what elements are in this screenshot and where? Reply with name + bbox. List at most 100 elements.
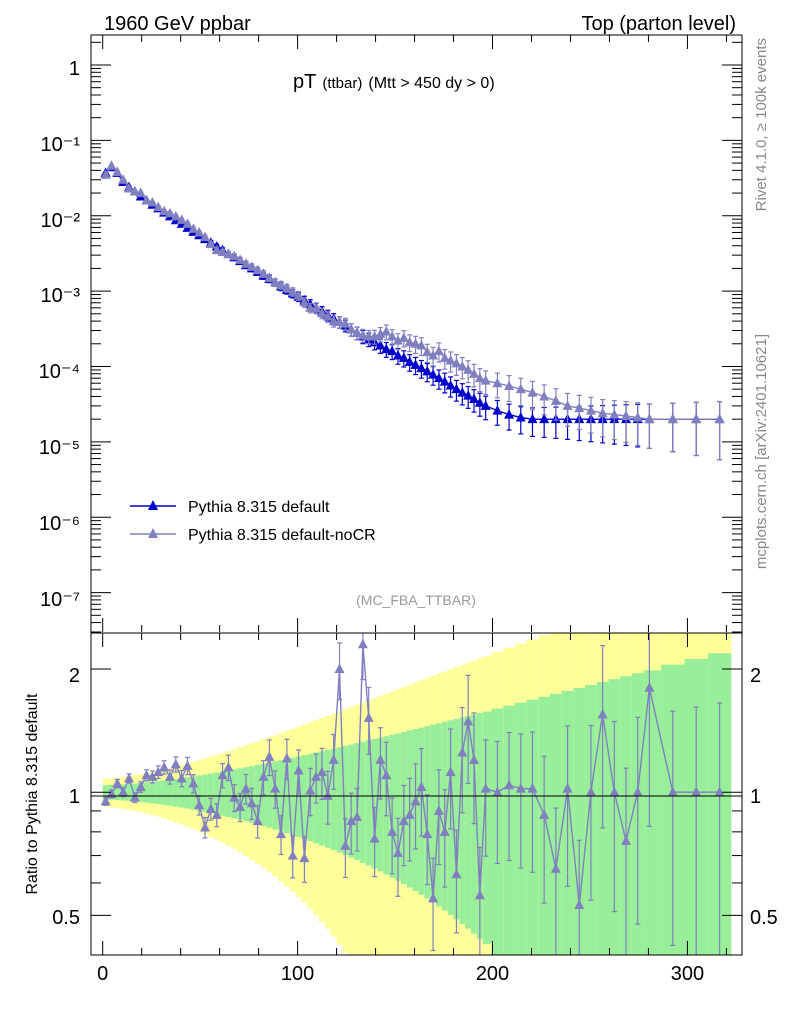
marker-nocr <box>252 264 263 275</box>
ratio-marker-nocr <box>118 786 129 797</box>
ratio-tick-1-left: 1 <box>69 786 80 808</box>
marker-default <box>445 379 456 390</box>
ratio-marker-nocr <box>539 809 550 819</box>
ratio-marker-nocr <box>246 797 257 808</box>
band-1sigma <box>395 733 401 881</box>
ratio-marker-nocr <box>714 786 725 797</box>
ratio-marker-nocr <box>433 805 444 815</box>
series-line-default <box>105 166 720 420</box>
marker-nocr <box>445 355 456 365</box>
y-tick-label-1e-2: 10⁻² <box>41 210 81 232</box>
marker-nocr <box>609 409 620 419</box>
x-tick-label-0: 0 <box>97 963 108 985</box>
marker-nocr <box>328 315 339 326</box>
ratio-marker-nocr <box>270 783 281 793</box>
ratio-tick-0.5-right: 0.5 <box>750 907 778 929</box>
marker-nocr <box>200 231 211 242</box>
main-panel-data <box>100 160 725 461</box>
marker-nocr <box>322 311 333 321</box>
band-1sigma <box>213 772 220 815</box>
marker-nocr <box>346 323 357 334</box>
marker-default <box>375 339 386 350</box>
y-tick-label-1e-4: 10⁻⁴ <box>39 361 80 383</box>
marker-nocr <box>597 407 608 418</box>
marker-nocr <box>422 346 433 357</box>
band-1sigma <box>266 762 273 828</box>
header-left: 1960 GeV ppbar <box>104 13 251 35</box>
series-line-nocr <box>105 164 720 420</box>
ratio-marker-nocr <box>147 771 158 781</box>
marker-default <box>387 345 398 356</box>
ratio-marker-nocr <box>357 638 368 649</box>
marker-nocr <box>229 250 240 261</box>
band-1sigma <box>342 745 349 855</box>
marker-nocr <box>217 246 228 257</box>
marker-nocr <box>714 413 725 424</box>
ratio-marker-nocr <box>515 783 526 793</box>
marker-default <box>422 365 433 376</box>
marker-nocr <box>463 364 474 374</box>
marker-nocr <box>182 218 193 228</box>
ratio-marker-nocr <box>428 892 439 903</box>
ratio-marker-nocr <box>381 769 392 780</box>
ratio-marker-nocr <box>293 764 304 775</box>
ratio-marker-nocr <box>170 758 181 769</box>
band-1sigma <box>184 777 191 809</box>
ratio-marker-nocr <box>480 783 491 793</box>
marker-nocr <box>112 166 123 177</box>
ratio-marker-nocr <box>200 821 211 832</box>
band-1sigma <box>143 782 150 803</box>
ratio-tick-2-left: 2 <box>69 665 80 687</box>
ratio-marker-nocr <box>340 840 351 850</box>
ratio-marker-nocr <box>217 769 228 780</box>
ratio-marker-nocr <box>311 771 322 781</box>
marker-nocr <box>691 413 702 424</box>
marker-nocr <box>562 400 573 410</box>
ratio-marker-nocr <box>299 852 310 863</box>
ratio-axis-label: Ratio to Pythia 8.315 default <box>24 693 41 895</box>
ratio-marker-nocr <box>229 792 240 802</box>
marker-default <box>439 376 450 386</box>
marker-nocr <box>416 339 427 350</box>
ratio-y-tick-labels: 0.5 1 2 0.5 1 2 <box>52 665 778 929</box>
marker-default <box>404 356 415 366</box>
main-y-tick-labels: 1 10⁻¹ 10⁻² 10⁻³ 10⁻⁴ 10⁻⁵ 10⁻⁶ 10⁻⁷ <box>39 58 81 611</box>
marker-default <box>539 413 550 424</box>
band-1sigma <box>573 687 586 955</box>
band-1sigma <box>178 778 185 808</box>
y-tick-label-1: 1 <box>69 58 80 80</box>
legend-label-default: Pythia 8.315 default <box>188 499 330 516</box>
ratio-marker-nocr <box>112 778 123 788</box>
ratio-marker-nocr <box>550 863 561 873</box>
ratio-panel-data <box>100 633 725 955</box>
band-1sigma <box>155 781 162 805</box>
marker-nocr <box>118 174 129 184</box>
ratio-marker-nocr <box>334 663 345 674</box>
marker-default <box>416 362 427 373</box>
band-1sigma <box>430 724 436 903</box>
y-tick-label-1e-6: 10⁻⁶ <box>39 513 80 535</box>
ratio-marker-nocr <box>124 773 135 783</box>
x-tick-label-300: 300 <box>671 963 704 985</box>
band-1sigma <box>459 717 466 924</box>
marker-nocr <box>287 286 298 296</box>
ratio-marker-nocr <box>235 801 246 812</box>
ratio-marker-nocr <box>194 799 205 810</box>
marker-nocr <box>468 368 479 378</box>
marker-default <box>392 349 403 360</box>
marker-nocr <box>170 210 181 221</box>
ratio-marker-nocr <box>363 712 374 722</box>
ratio-marker-nocr <box>439 826 450 836</box>
ratio-marker-nocr <box>346 815 357 826</box>
band-1sigma <box>149 781 156 804</box>
ratio-tick-0.5-left: 0.5 <box>52 907 80 929</box>
ratio-marker-nocr <box>387 826 398 836</box>
ratio-marker-nocr <box>585 786 596 797</box>
analysis-label: (MC_FBA_TTBAR) <box>356 592 476 608</box>
marker-nocr <box>381 326 392 336</box>
legend-marker-default <box>148 500 158 510</box>
band-1sigma <box>482 711 492 945</box>
marker-default <box>381 343 392 354</box>
marker-nocr <box>246 261 257 271</box>
ratio-tick-2-right: 2 <box>750 665 761 687</box>
